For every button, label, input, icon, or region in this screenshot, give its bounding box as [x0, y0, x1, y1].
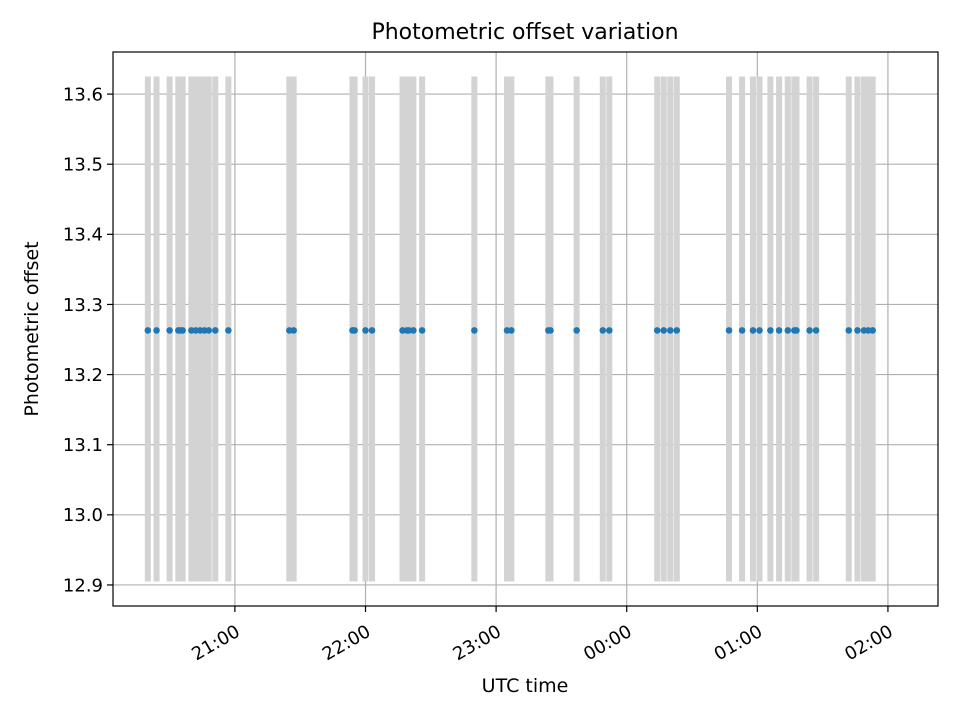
data-point — [508, 327, 515, 334]
data-point — [290, 327, 297, 334]
data-point — [793, 327, 800, 334]
data-point — [660, 327, 668, 334]
data-point — [784, 327, 792, 334]
data-point — [738, 327, 746, 334]
data-point — [225, 327, 232, 334]
data-points — [144, 327, 876, 334]
data-point — [205, 327, 213, 334]
x-axis-ticks: 21:00 22:00 23:00 00:00 01:00 02:00 — [188, 606, 897, 665]
data-point — [666, 327, 674, 334]
y-tick-label: 13.1 — [63, 435, 103, 456]
data-point — [767, 327, 774, 334]
data-point — [573, 327, 580, 334]
y-tick-label: 12.9 — [63, 575, 103, 596]
y-tick-label: 13.4 — [63, 225, 103, 246]
data-point — [812, 327, 820, 334]
data-point — [806, 327, 813, 334]
data-point — [775, 327, 783, 334]
data-point — [153, 327, 160, 334]
data-point — [410, 327, 417, 334]
data-point — [749, 327, 757, 334]
data-point — [869, 327, 876, 334]
data-point — [845, 327, 853, 334]
data-point — [351, 327, 358, 334]
data-point — [547, 327, 554, 334]
data-point — [144, 327, 152, 334]
data-point — [599, 327, 607, 334]
x-axis-label: UTC time — [482, 675, 569, 697]
data-point — [179, 327, 186, 334]
data-point — [166, 327, 173, 334]
y-tick-label: 13.6 — [63, 84, 103, 105]
data-point — [854, 327, 861, 334]
x-tick-label: 21:00 — [188, 621, 243, 665]
data-point — [368, 327, 376, 334]
data-point — [362, 327, 369, 334]
data-point — [471, 327, 478, 334]
data-point — [653, 327, 661, 334]
y-tick-label: 13.3 — [63, 295, 103, 316]
data-point — [606, 327, 613, 334]
data-point — [418, 327, 426, 334]
x-tick-label: 00:00 — [580, 621, 635, 665]
x-tick-label: 23:00 — [449, 621, 504, 665]
y-tick-label: 13.2 — [63, 365, 103, 386]
plot-area-frame — [112, 51, 939, 607]
data-point — [725, 327, 733, 334]
x-tick-label: 22:00 — [319, 621, 374, 665]
y-tick-label: 13.5 — [63, 155, 103, 176]
data-point — [673, 327, 681, 334]
y-axis-ticks: 12.9 13.0 13.1 13.2 13.3 13.4 13.5 13.6 — [63, 84, 113, 596]
chart-title: Photometric offset variation — [371, 20, 678, 45]
x-tick-label: 02:00 — [841, 621, 896, 665]
data-point — [756, 327, 763, 334]
data-point — [212, 327, 219, 334]
y-tick-label: 13.0 — [63, 505, 103, 526]
x-tick-label: 01:00 — [711, 621, 766, 665]
y-axis-label: Photometric offset — [21, 241, 43, 416]
